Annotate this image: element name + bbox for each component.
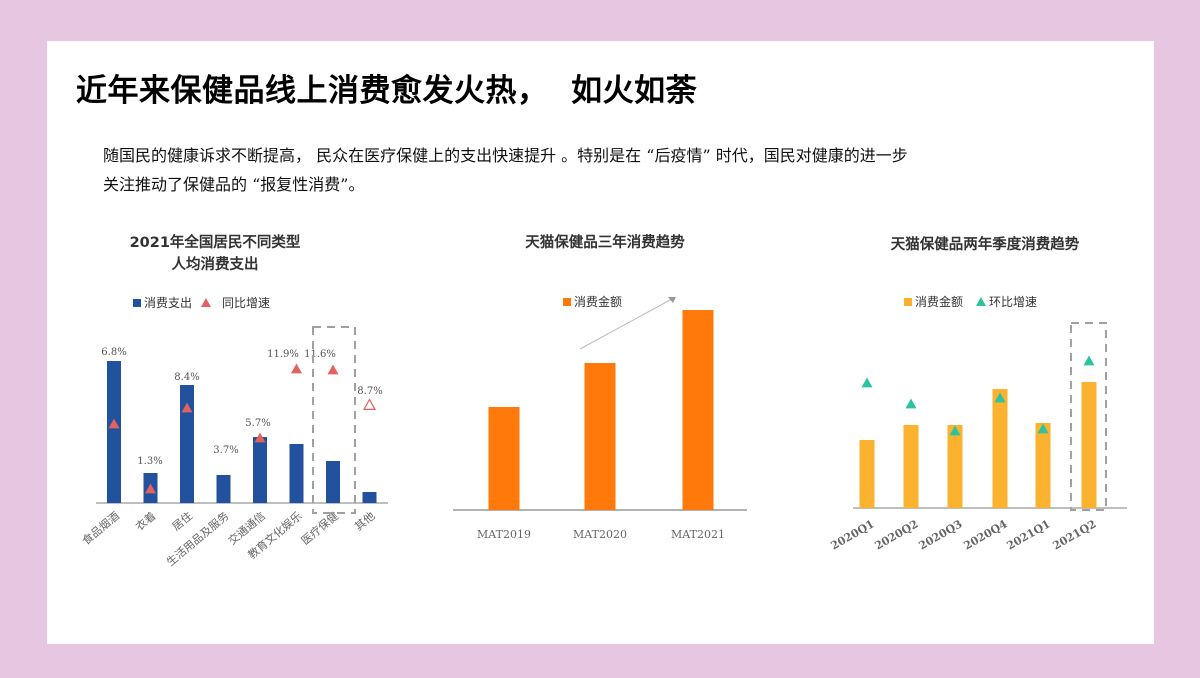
category-label: 2020Q3 xyxy=(917,517,965,552)
trend-arrow-head-icon xyxy=(668,297,676,303)
triangle-marker-icon xyxy=(1037,423,1049,434)
bar xyxy=(903,425,919,508)
bar xyxy=(1081,382,1097,508)
legend-label-amount: 消费金额 xyxy=(915,295,964,309)
data-label: 5.7% xyxy=(245,418,270,429)
chart3-title: 天猫保健品两年季度消费趋势 xyxy=(890,237,1080,253)
triangle-marker-icon xyxy=(327,364,339,375)
triangle-marker-icon xyxy=(181,402,193,413)
highlight-box xyxy=(312,326,356,514)
intro-line-1: 随国民的健康诉求不断提高， 民众在医疗保健上的支出快速提升 。特别是在 “后疫情… xyxy=(103,146,908,165)
triangle-marker-icon xyxy=(145,483,156,494)
bar xyxy=(289,444,304,503)
category-label: 2020Q4 xyxy=(962,517,1010,552)
chart1-title: 2021年全国居民不同类型 人均消费支出 xyxy=(90,232,340,276)
triangle-marker-icon xyxy=(905,398,917,409)
data-label: 8.4% xyxy=(174,372,199,383)
category-label: 2021Q1 xyxy=(1005,517,1053,552)
category-label: 2020Q2 xyxy=(873,517,921,552)
category-label: 2020Q1 xyxy=(829,517,877,552)
chart2-title: 天猫保健品三年消费趋势 xyxy=(525,235,685,251)
slide-panel: 近年来保健品线上消费愈发火热， 如火如荼 随国民的健康诉求不断提高， 民众在医疗… xyxy=(47,41,1154,644)
intro-paragraph: 随国民的健康诉求不断提高， 民众在医疗保健上的支出快速提升 。特别是在 “后疫情… xyxy=(103,141,1133,199)
legend-square-icon xyxy=(133,298,141,307)
triangle-marker-icon xyxy=(994,392,1006,403)
category-label: MAT2019 xyxy=(477,528,531,541)
bar xyxy=(488,407,520,510)
bar xyxy=(180,385,194,503)
bar xyxy=(326,461,340,503)
highlight-box xyxy=(1070,322,1107,511)
bar xyxy=(682,310,714,510)
chart1-legend: 消费支出 同比增速 xyxy=(133,294,270,311)
bar xyxy=(107,361,121,503)
triangle-marker-icon xyxy=(254,432,266,443)
chart1-title-line2: 人均消费支出 xyxy=(171,257,259,273)
category-label: MAT2021 xyxy=(671,528,725,541)
bar xyxy=(216,475,231,503)
data-label: 3.7% xyxy=(213,445,238,456)
category-label: MAT2020 xyxy=(573,528,627,541)
triangle-marker-icon xyxy=(362,398,377,410)
triangle-marker-icon xyxy=(1083,355,1095,366)
bar xyxy=(992,389,1008,508)
legend-label-amount: 消费金额 xyxy=(574,295,623,309)
triangle-marker-icon xyxy=(291,363,302,374)
legend-label-spending: 消费支出 xyxy=(144,296,193,310)
triangle-marker-icon xyxy=(861,377,873,388)
triangle-marker-icon xyxy=(949,425,961,436)
legend-square-icon xyxy=(904,297,912,306)
legend-label-growth: 同比增速 xyxy=(222,296,271,310)
legend-square-icon xyxy=(563,297,571,306)
chart3-legend: 消费金额 环比增速 xyxy=(904,293,1037,310)
data-label: 1.3% xyxy=(137,456,162,467)
bar xyxy=(253,437,267,503)
data-label: 6.8% xyxy=(101,347,126,358)
bar xyxy=(584,363,616,510)
trend-arrow-line xyxy=(579,298,673,350)
legend-label-qoq: 环比增速 xyxy=(989,295,1038,309)
chart2-legend: 消费金额 xyxy=(563,293,622,310)
bar xyxy=(859,440,875,508)
bar xyxy=(362,492,377,503)
legend-triangle-icon xyxy=(976,297,987,306)
legend-triangle-icon xyxy=(201,298,212,307)
chart1-title-line1: 2021年全国居民不同类型 xyxy=(129,235,301,251)
category-label: 2021Q2 xyxy=(1051,517,1099,552)
data-label: 8.7% xyxy=(357,386,382,397)
data-label: 11.9% xyxy=(267,349,299,360)
intro-line-2: 关注推动了保健品的 “报复性消费”。 xyxy=(103,175,365,194)
bar xyxy=(1035,423,1051,508)
page-title: 近年来保健品线上消费愈发火热， 如火如荼 xyxy=(76,73,698,109)
bar xyxy=(947,425,963,508)
triangle-marker-icon xyxy=(108,418,120,429)
data-label: 11.6% xyxy=(304,349,336,360)
